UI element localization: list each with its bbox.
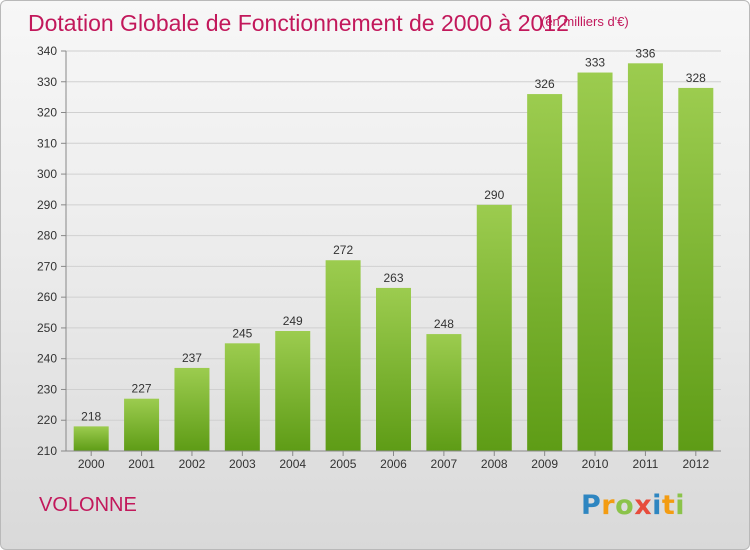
x-tick-label: 2008 (481, 457, 508, 471)
x-tick-label: 2007 (431, 457, 458, 471)
bar-value-label: 290 (484, 188, 504, 202)
bar-value-label: 237 (182, 351, 202, 365)
logo-letter: t (661, 490, 676, 521)
commune-name: VOLONNE (39, 494, 137, 516)
bar-value-label: 263 (383, 271, 403, 285)
x-tick-label: 2001 (128, 457, 155, 471)
bar (627, 63, 663, 452)
x-tick-label: 2012 (682, 457, 709, 471)
logo-letter: P (581, 490, 602, 521)
bar-value-label: 218 (81, 409, 101, 423)
x-tick-label: 2000 (78, 457, 105, 471)
bar-value-label: 328 (686, 71, 706, 85)
bar-value-label: 333 (585, 56, 605, 70)
x-tick-label: 2010 (582, 457, 609, 471)
x-tick-label: 2003 (229, 457, 256, 471)
y-tick-label: 280 (37, 229, 57, 243)
x-tick-label: 2004 (279, 457, 306, 471)
bar (224, 343, 260, 451)
bar-value-label: 227 (132, 382, 152, 396)
bar-value-label: 249 (283, 314, 303, 328)
logo-letter: r (601, 490, 616, 521)
bar (527, 94, 563, 452)
proxiti-logo: Proxiti (581, 490, 685, 521)
bar (426, 334, 462, 451)
y-tick-label: 330 (37, 75, 57, 89)
y-tick-label: 310 (37, 136, 57, 150)
bar (275, 331, 311, 451)
bar-value-label: 336 (635, 46, 655, 60)
bar (124, 398, 160, 451)
y-tick-label: 250 (37, 321, 57, 335)
x-tick-label: 2002 (179, 457, 206, 471)
bars: 218 227 237 245 249 272 263 248 290 326 333 336 328 (73, 46, 714, 452)
y-tick-label: 220 (37, 413, 57, 427)
bar (577, 72, 613, 452)
y-tick-label: 230 (37, 382, 57, 396)
chart-subtitle: (en milliers d'€) (541, 14, 629, 29)
bar-value-label: 245 (232, 326, 252, 340)
bar-value-label: 272 (333, 243, 353, 257)
logo-letter: o (615, 490, 635, 521)
bar (174, 367, 210, 451)
bar (376, 287, 411, 451)
bar (678, 87, 714, 451)
bar-value-label: 326 (535, 77, 555, 91)
bar (73, 426, 109, 451)
x-axis: 2000 2001 2002 2003 2004 2005 2006 2007 2008 2009… (78, 451, 709, 471)
y-tick-label: 270 (37, 259, 57, 273)
x-tick-label: 2009 (531, 457, 558, 471)
bar (476, 204, 512, 451)
logo-letter: x (634, 490, 653, 521)
y-tick-label: 240 (37, 352, 57, 366)
y-tick-label: 260 (37, 290, 57, 304)
y-tick-label: 340 (37, 44, 57, 58)
bar-value-label: 248 (434, 317, 454, 331)
x-tick-label: 2006 (380, 457, 407, 471)
bar (325, 260, 361, 451)
x-tick-label: 2011 (633, 457, 659, 471)
y-tick-label: 300 (37, 167, 57, 181)
logo-letter: i (652, 490, 662, 521)
y-tick-label: 290 (37, 198, 57, 212)
chart-title: Dotation Globale de Fonctionnement de 20… (28, 10, 569, 36)
y-tick-label: 320 (37, 106, 57, 120)
y-axis: 210 220 230 240 250 260 270 280 290 300 310 320 330 3… (37, 44, 66, 458)
logo-letter: i (675, 490, 686, 521)
x-tick-label: 2005 (330, 457, 357, 471)
y-tick-label: 210 (37, 444, 57, 458)
